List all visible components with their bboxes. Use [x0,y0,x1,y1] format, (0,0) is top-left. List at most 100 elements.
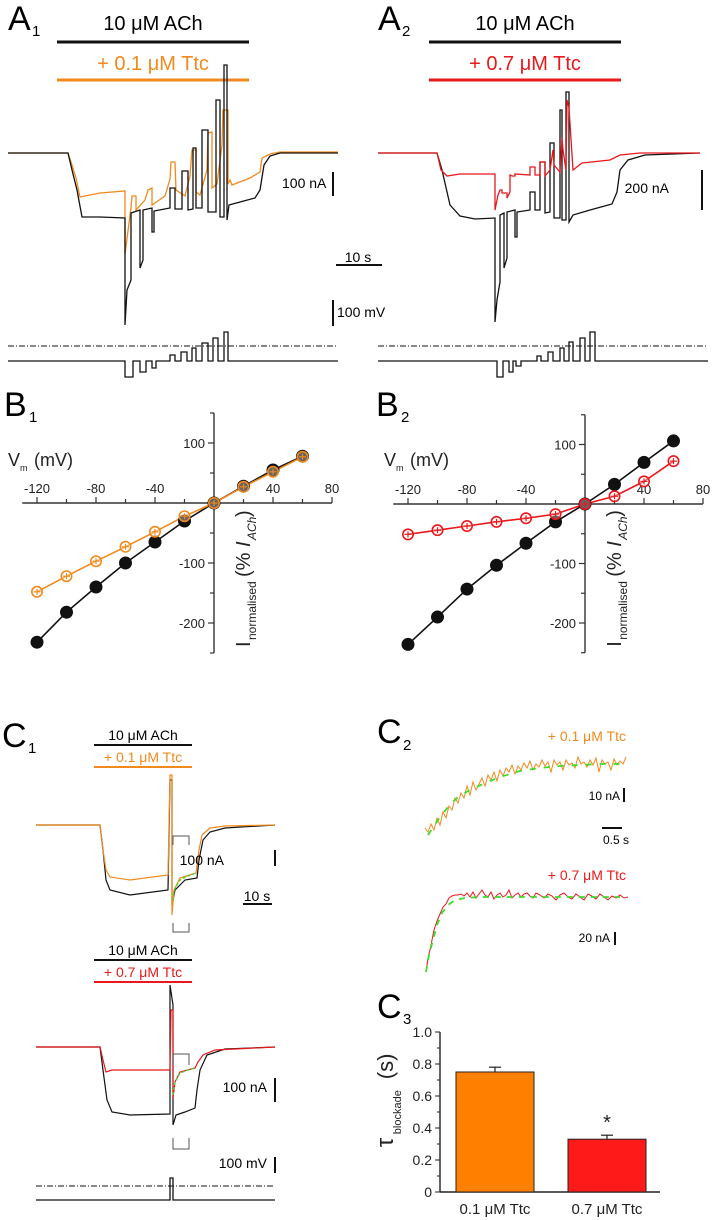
y-tick-label: -200 [179,616,205,631]
y-axis-label-sub: normalised [245,581,259,640]
x-axis-label-unit: (mV) [34,450,73,470]
panel-sublabel-b1: 1 [29,409,37,426]
y-tick-label: 0 [424,1184,432,1200]
c2-time-scale-label: 0.5 s [603,833,629,847]
y-axis-label-unit-post: ) [604,510,626,517]
panel-label-c3: C [377,988,402,1026]
a2-drug-label: 10 μM ACh [475,13,574,35]
panel-sublabel-a1: 1 [32,23,40,40]
panel-label-a2: A [378,0,401,38]
y-tick-label: 0.6 [413,1088,433,1104]
x-axis-label: V [8,450,20,470]
significance-marker: * [603,1112,611,1134]
data-point [60,605,73,619]
data-point [89,580,103,594]
c1-bottom-lower-bracket [172,1138,190,1150]
c2-bottom-label: + 0.7 μM Ttc [548,867,626,883]
data-point [148,535,162,549]
x-tick-label: -80 [87,481,106,496]
panel-b1: B 1 -120 -80 -40 40 80 100 -100 -200 V m (mV) Inorm… [4,386,339,654]
panel-sublabel-a2: 2 [402,23,410,40]
b2-plot-marks [401,434,680,651]
data-point [667,434,680,448]
a2-tox-label: + 0.7 μM Ttc [469,53,581,75]
c1-voltage-protocol [36,1177,275,1201]
y-axis-label-unit-pre: (% [604,552,626,577]
a1-time-scale-label: 10 s [345,249,371,265]
x-axis-label: V [384,450,396,470]
c2-bottom-trace [425,888,629,973]
c3-plot-marks: 0.1 μM Ttc 0.7 μM Ttc * [455,1066,647,1218]
b1-axes: -120 -80 -40 40 80 100 -100 -200 V m (mV) Inormalis… [8,412,339,654]
c1-bottom-drug-label: 10 μM ACh [108,942,178,958]
x-axis-label-sub: m [396,463,404,473]
data-point [637,455,651,469]
x-tick-label: 0.7 μM Ttc [572,1201,643,1218]
c1-bottom-fit [172,1067,197,1096]
data-point [460,582,474,596]
c1-top-tox-label: + 0.1 μM Ttc [104,749,182,765]
data-point [608,477,621,491]
panel-label-b1: B [4,386,27,424]
y-axis-label-main: I [233,641,255,647]
c1-time-scale-label: 10 s [244,888,270,904]
c1-top-fit [171,872,197,901]
panel-a2: A 2 10 μM ACh + 0.7 μM Ttc 200 nA [378,0,708,378]
y-axis-label-unit-isub: ACh [616,516,630,541]
data-point [119,556,132,570]
a1-drug-label: 10 μM ACh [103,13,202,35]
x-tick-label: -40 [146,481,165,496]
y-axis-label-unit-isub: ACh [245,516,259,541]
y-tick-label: 0.8 [413,1056,433,1072]
panel-label-c1: C [2,717,27,755]
series-line-0 [36,455,303,643]
c2-bottom-current-scale-label: 20 nA [579,931,610,945]
a1-trace-control [8,64,338,326]
y-axis-label-main: I [604,641,626,647]
c2-top-trace [424,755,627,834]
c1-top-current-scale-label: 100 nA [180,852,225,868]
a1-voltage-scale-label: 100 mV [337,304,386,320]
data-point [401,637,415,651]
data-point [490,558,503,572]
c1-bottom-current-scale-label: 100 nA [223,1079,268,1095]
b1-plot-marks [30,449,309,649]
y-tick-label: 0.4 [413,1120,433,1136]
series-line-1 [407,460,674,536]
a2-current-scale-label: 200 nA [625,180,670,196]
c1-voltage-scale-label: 100 mV [219,1155,268,1171]
panel-sublabel-c2: 2 [403,737,411,754]
a2-trace-ttc [378,99,700,211]
panel-a1: A 1 10 μM ACh + 0.1 μM Ttc 100 nA 10 s 1… [8,0,386,378]
a1-current-scale-label: 100 nA [282,175,327,191]
y-axis-label: τ blockade (s) [372,1054,404,1148]
y-tick-label: 100 [554,438,576,453]
y-axis-label-unit-i: I [233,541,255,547]
x-tick-label: -120 [395,482,421,497]
series-line-1 [36,456,303,593]
panel-sublabel-c3: 3 [403,1011,411,1028]
c1-top-trace-control [36,779,276,906]
c1-bottom-upper-bracket [172,1053,190,1065]
x-tick-label: 0.1 μM Ttc [460,1201,531,1218]
y-axis-label-unit-post: ) [233,510,255,517]
c2-top-label: + 0.1 μM Ttc [548,728,626,744]
bar [567,1138,647,1193]
bar [455,1071,535,1193]
y-axis-label-sub: blockade [392,1090,404,1134]
a1-tox-label: + 0.1 μM Ttc [97,53,209,75]
x-axis-label-sub: m [20,463,28,473]
panel-c2: C 2 + 0.1 μM Ttc 10 nA 0.5 s + 0.7 μM Tt… [377,713,629,973]
panel-label-c2: C [377,713,402,751]
c1-top-trace-ttc [36,774,276,916]
a2-trace-control [378,91,701,323]
panel-sublabel-c1: 1 [28,740,36,757]
x-tick-label: 80 [696,482,710,497]
panel-c1: C 1 10 μM ACh + 0.1 μM Ttc 100 nA 10 s 1… [2,717,276,1201]
x-axis-label-unit: (mV) [410,450,449,470]
c1-bottom-tox-label: + 0.7 μM Ttc [104,964,182,980]
